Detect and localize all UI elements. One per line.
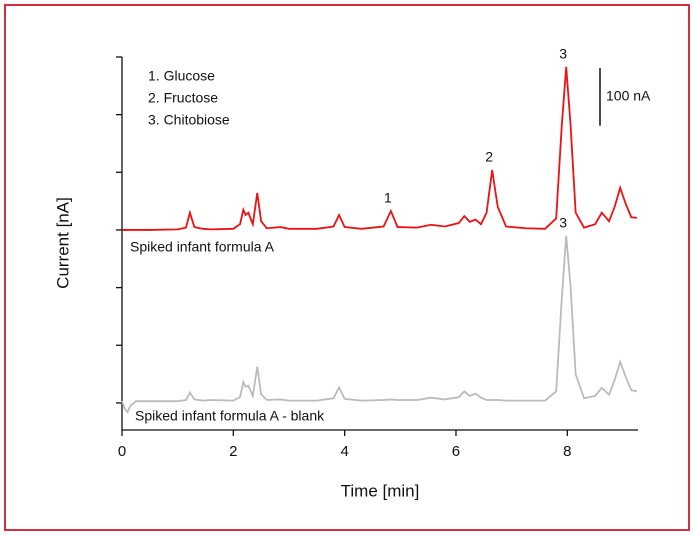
x-axis-label: Time [min] bbox=[341, 481, 420, 500]
peak-label: 3 bbox=[559, 214, 567, 230]
legend-text: 2. Fructose bbox=[148, 90, 218, 106]
legend-text: 1. Glucose bbox=[148, 68, 215, 84]
scale-bar-label: 100 nA bbox=[606, 88, 651, 104]
y-axis-label: Current [nA] bbox=[53, 197, 72, 289]
frame bbox=[4, 4, 690, 531]
x-tick-label: 4 bbox=[340, 443, 348, 460]
peak-label: 2 bbox=[485, 149, 493, 165]
legend-text: 3. Chitobiose bbox=[148, 112, 230, 128]
peak-label: 1 bbox=[384, 190, 392, 206]
x-tick-label: 8 bbox=[563, 443, 571, 460]
series-label: Spiked infant formula A bbox=[130, 239, 275, 255]
x-tick-label: 6 bbox=[452, 443, 460, 460]
x-tick-label: 0 bbox=[118, 443, 126, 460]
peak-label: 3 bbox=[559, 46, 567, 62]
x-tick-label: 2 bbox=[229, 443, 237, 460]
trace bbox=[122, 66, 637, 231]
series-label: Spiked infant formula A - blank bbox=[135, 408, 325, 424]
trace bbox=[121, 235, 638, 414]
